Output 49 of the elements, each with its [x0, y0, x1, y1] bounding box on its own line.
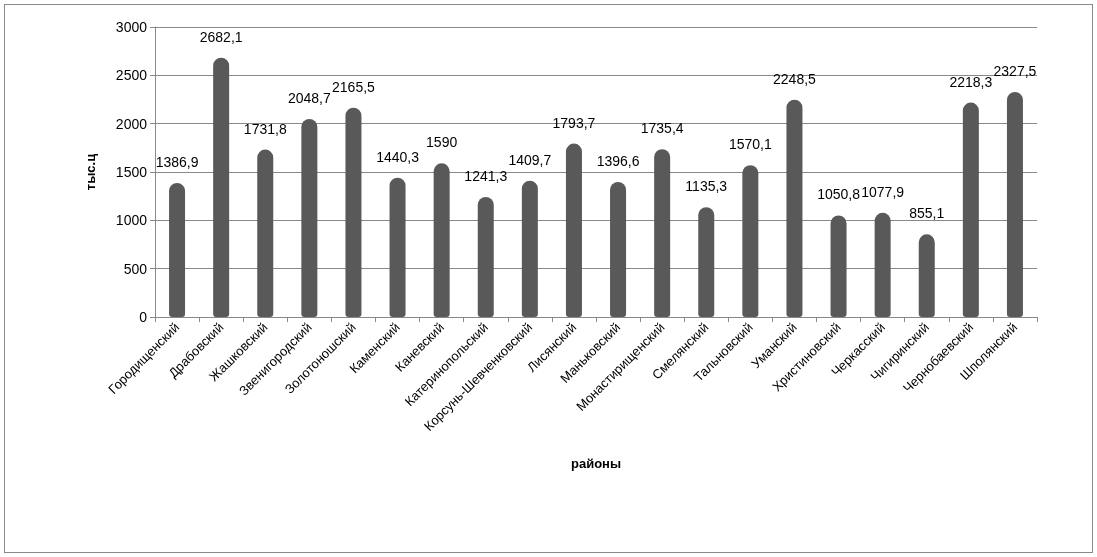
- bar: [610, 182, 627, 317]
- bar: [786, 99, 803, 317]
- data-label: 1050,8: [817, 186, 861, 203]
- data-label: 855,1: [909, 205, 945, 222]
- data-label: 2165,5: [332, 78, 376, 95]
- data-label: 2248,5: [773, 70, 817, 87]
- data-label: 1135,3: [685, 178, 728, 195]
- bar: [301, 118, 318, 317]
- bar: [830, 215, 847, 317]
- data-label: 1570,1: [728, 136, 772, 153]
- y-axis-title: тыс.ц: [83, 153, 98, 191]
- x-axis-title: районы: [570, 456, 622, 471]
- y-tick-label: 3000: [115, 19, 148, 35]
- y-tick-label: 0: [139, 309, 148, 325]
- bar: [565, 143, 582, 317]
- data-label: 1396,6: [596, 153, 640, 169]
- data-label: 2218,3: [949, 73, 993, 90]
- y-tick-label: 1500: [115, 164, 148, 180]
- y-tick-label: 1000: [115, 212, 148, 229]
- bar: [169, 182, 186, 317]
- bar: [742, 165, 759, 317]
- bar: [654, 149, 671, 317]
- y-tick-label: 500: [123, 260, 148, 277]
- bar: [874, 212, 891, 317]
- data-label: 1386,9: [155, 153, 199, 170]
- bar: [962, 102, 979, 317]
- data-label: 1077,9: [861, 183, 905, 200]
- bar: [389, 177, 406, 317]
- data-label: 1731,8: [243, 120, 287, 137]
- bar: [521, 180, 538, 317]
- data-label: 1735,4: [640, 120, 684, 137]
- data-label: 1793,7: [552, 114, 596, 131]
- bar: [698, 207, 715, 317]
- data-label: 1409,7: [508, 151, 552, 168]
- y-tick-label: 2000: [115, 115, 148, 132]
- data-label: 2327,5: [993, 63, 1037, 80]
- data-label: 1440,3: [376, 148, 420, 165]
- bar: [477, 197, 494, 317]
- bar: [213, 57, 230, 317]
- bar: [433, 163, 450, 317]
- data-label: 1590: [426, 134, 458, 151]
- data-label: 2682,1: [199, 28, 243, 45]
- y-tick-label: 2500: [115, 67, 148, 84]
- bar: [257, 149, 274, 317]
- bar: [918, 234, 935, 317]
- data-label: 2048,7: [287, 89, 331, 106]
- data-label: 1241,3: [464, 168, 508, 185]
- bar: [345, 107, 362, 317]
- bar: [1006, 92, 1023, 317]
